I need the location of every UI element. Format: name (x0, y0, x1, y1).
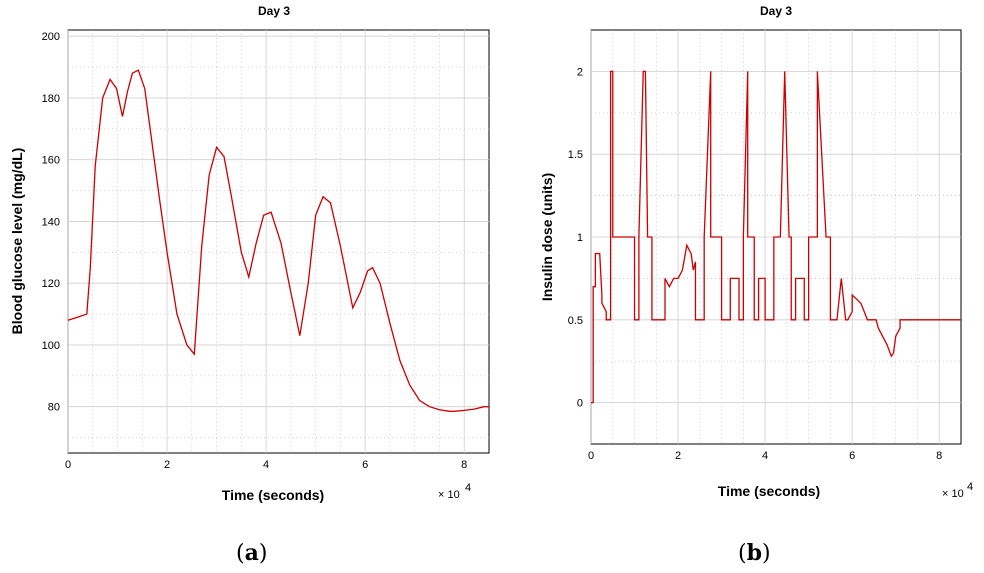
x-tick-label: 6 (362, 459, 368, 471)
y-tick-label: 2 (577, 66, 583, 78)
x-tick-label: 0 (65, 459, 71, 471)
x-tick-label: 4 (263, 459, 269, 471)
plot-area-a (67, 29, 490, 454)
chart-panel-b: Day 3 0 0.5 1 1.5 2 0 2 4 6 8 Time (seconds) Ins… (539, 4, 973, 566)
x-tick-label: 8 (936, 450, 942, 462)
x-tick-label: 8 (461, 459, 467, 471)
x-exponent-b: 4 (967, 481, 973, 493)
x-axis-label-a: Time (seconds) (222, 487, 324, 503)
insulin-line (591, 70, 961, 404)
panel-letter-a: a (245, 540, 259, 566)
y-ticks-a: 80 100 120 140 160 180 200 (42, 31, 60, 414)
y-tick-label: 1.5 (568, 149, 583, 161)
x-tick-label: 2 (164, 459, 170, 471)
chart-title-a: Day 3 (258, 4, 290, 18)
x-exponent-base-a: × 10 (438, 489, 460, 501)
x-axis-label-b: Time (seconds) (718, 483, 820, 499)
x-tick-label: 4 (762, 450, 768, 462)
x-tick-label: 6 (849, 450, 855, 462)
grid-a (67, 30, 489, 453)
panel-letter-b: b (747, 540, 762, 566)
y-tick-label: 140 (42, 216, 60, 228)
y-tick-label: 1 (577, 232, 583, 244)
glucose-line (67, 69, 489, 412)
x-ticks-b: 0 2 4 6 8 (588, 450, 942, 462)
y-tick-label: 100 (42, 340, 60, 352)
y-tick-label: 120 (42, 278, 60, 290)
y-tick-label: 180 (42, 93, 60, 105)
y-tick-label: 160 (42, 155, 60, 167)
y-ticks-b: 0 0.5 1 1.5 2 (568, 66, 583, 409)
y-axis-label-b: Insulin dose (units) (539, 173, 555, 301)
panel-label-a: (a) (236, 540, 267, 566)
x-exponent-a: 4 (465, 482, 471, 494)
y-axis-label-a: Blood glucose level (mg/dL) (9, 148, 25, 335)
y-tick-label: 80 (48, 402, 60, 414)
x-tick-label: 0 (588, 450, 594, 462)
chart-panel-a: Day 3 80 100 120 140 160 180 200 0 2 4 6 8 Time (s… (9, 4, 490, 566)
x-exponent-base-b: × 10 (942, 488, 964, 500)
panel-label-b: (b) (738, 540, 771, 566)
x-ticks-a: 0 2 4 6 8 (65, 459, 467, 471)
y-tick-label: 200 (42, 31, 60, 43)
y-tick-label: 0 (577, 398, 583, 410)
y-tick-label: 0.5 (568, 315, 583, 327)
chart-title-b: Day 3 (760, 4, 792, 18)
x-tick-label: 2 (675, 450, 681, 462)
